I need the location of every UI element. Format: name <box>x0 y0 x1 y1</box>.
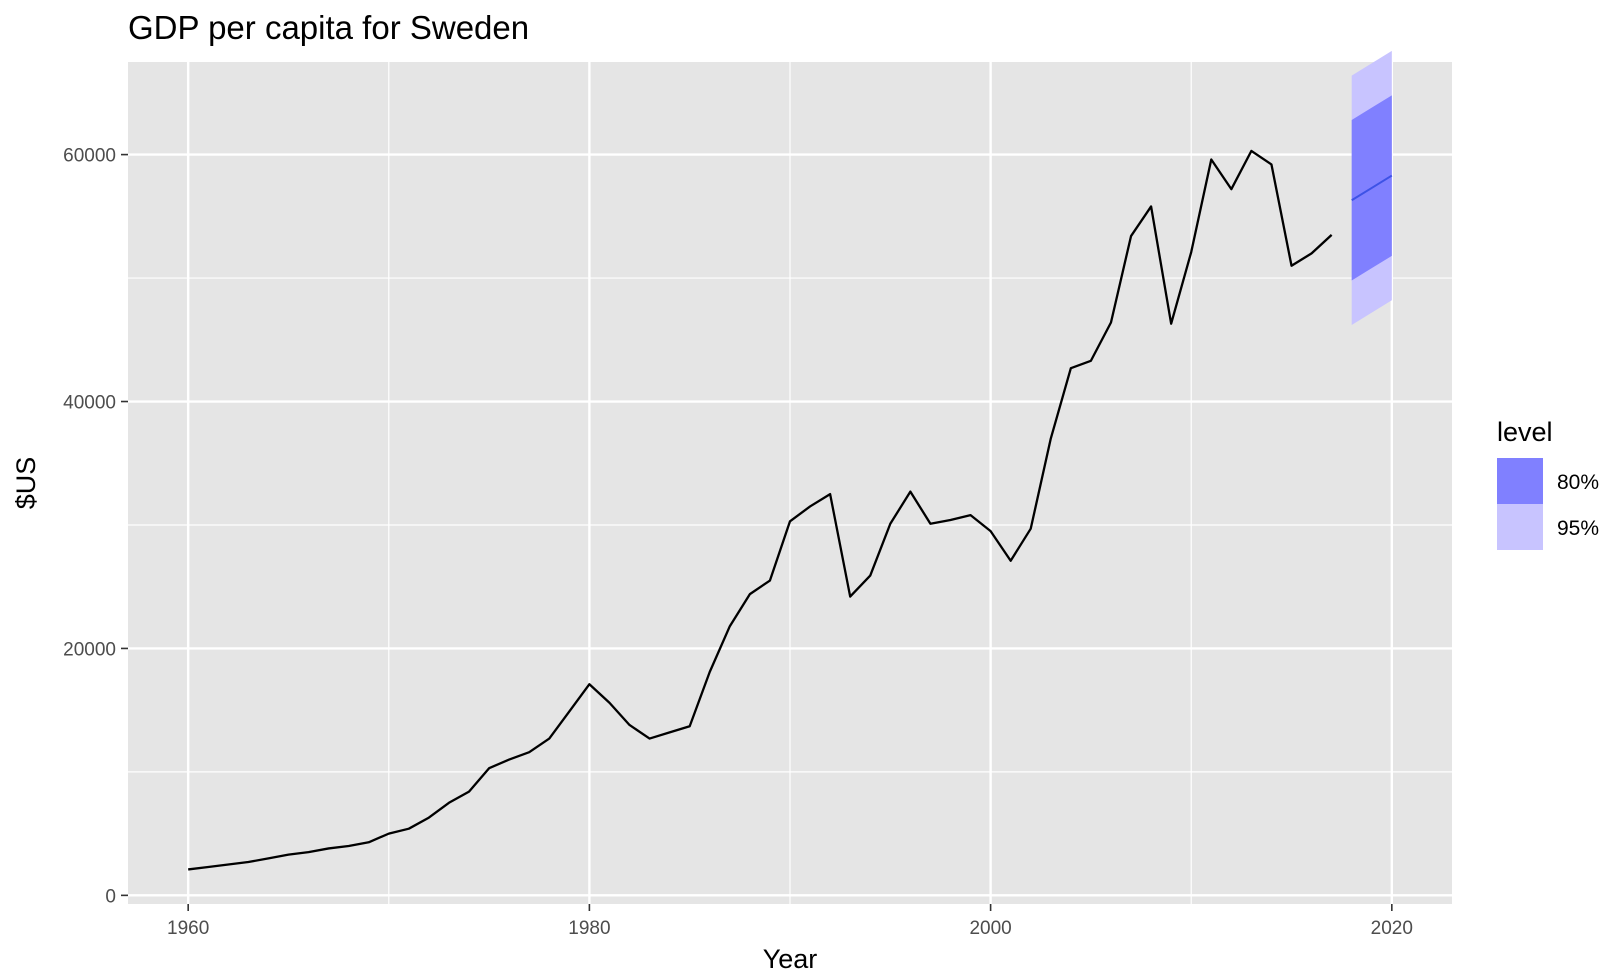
y-tick-label: 0 <box>105 886 116 907</box>
x-axis: 1960 1980 2000 2020 <box>167 904 1413 939</box>
y-tick-label: 20000 <box>63 639 116 660</box>
history-line <box>188 149 1333 871</box>
x-tick-label: 2020 <box>1371 918 1413 939</box>
minor-gridlines <box>128 62 1452 904</box>
legend: level 80% 95% <box>1497 417 1599 550</box>
x-axis-title: Year <box>763 944 818 974</box>
y-tick-label: 60000 <box>63 146 116 167</box>
legend-label-95: 95% <box>1557 517 1599 540</box>
forecast-mean-line <box>1351 174 1393 202</box>
y-axis: 0 20000 40000 60000 <box>63 146 128 907</box>
x-tick-label: 1980 <box>568 918 610 939</box>
legend-title: level <box>1497 417 1553 447</box>
y-axis-title: $US <box>11 457 41 510</box>
major-gridlines <box>128 62 1452 904</box>
series-lines <box>188 149 1393 871</box>
legend-label-80: 80% <box>1557 471 1599 494</box>
y-tick-label: 40000 <box>63 393 116 414</box>
chart-title: GDP per capita for Sweden <box>128 9 529 46</box>
legend-key-95 <box>1497 504 1543 550</box>
x-tick-label: 1960 <box>167 918 209 939</box>
x-tick-label: 2000 <box>969 918 1011 939</box>
legend-key-80 <box>1497 458 1543 504</box>
